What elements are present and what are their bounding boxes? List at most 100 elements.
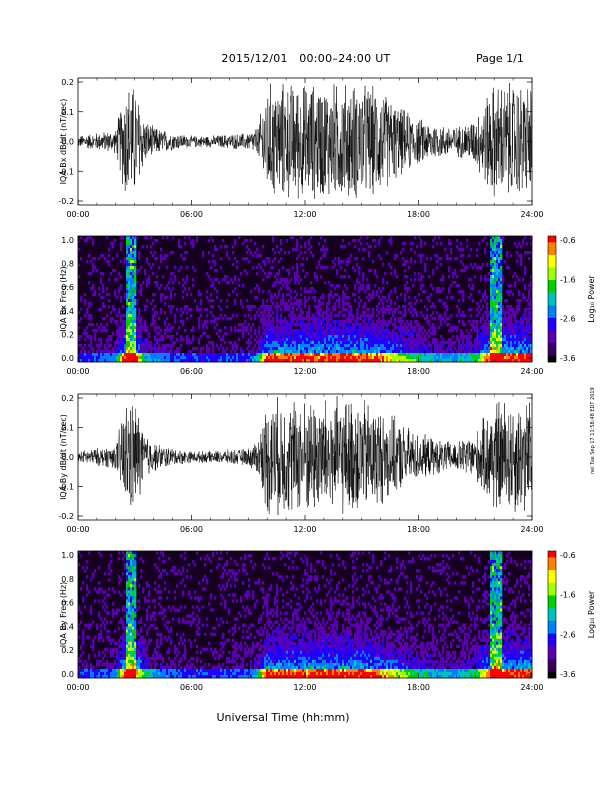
spectrogram-cell [498,305,501,309]
spectrogram-cell [320,302,323,306]
spectrogram-cell [420,347,423,351]
spectrogram-cell [134,359,137,363]
spectrogram-cell [314,332,317,336]
spectrogram-cell [530,329,533,333]
spectrogram-cell [224,353,227,357]
spectrogram-cell [514,347,517,351]
spectrogram-cell [444,353,447,357]
spectrogram-cell [454,257,457,261]
spectrogram-cell [398,353,401,357]
spectrogram-cell [260,335,263,339]
spectrogram-cell [276,302,279,306]
spectrogram-cell [352,323,355,327]
spectrogram-cell [154,356,157,360]
spectrogram-cell [138,584,141,588]
spectrogram-cell [78,674,81,679]
spectrogram-cell [492,341,495,345]
spectrogram-cell [430,326,433,330]
spectrogram-cell [116,665,119,670]
spectrogram-cell [500,338,503,342]
spectrogram-cell [512,341,515,345]
spectrogram-cell [342,356,345,360]
spectrogram-cell [154,353,157,357]
spectrogram-cell [124,566,127,570]
spectrogram-cell [394,359,397,363]
spectrogram-cell [372,353,375,357]
spectrogram-cell [128,299,131,303]
spectrogram-cell [418,356,421,360]
spectrogram-cell [140,575,143,579]
spectrogram-cell [92,356,95,360]
spectrogram-cell [338,302,341,306]
spectrogram-cell [128,638,131,643]
spectrogram-cell [478,305,481,309]
x-tick-label: 18:00 [407,367,430,376]
spectrogram-cell [526,341,529,345]
spectrogram-cell [320,329,323,333]
spectrogram-cell [338,260,341,264]
spectrogram-cell [116,338,119,342]
colorbar-cell [548,265,556,268]
spectrogram-cell [400,329,403,333]
spectrogram-cell [276,314,279,318]
spectrogram-cell [290,323,293,327]
spectrogram-cell [268,320,271,324]
spectrogram-cell [122,605,125,609]
spectrogram-cell [154,257,157,261]
spectrogram-cell [426,257,429,261]
spectrogram-cell [448,275,451,279]
spectrogram-cell [462,269,465,273]
spectrogram-cell [320,248,323,252]
spectrogram-cell [166,344,169,348]
spectrogram-cell [318,317,321,321]
spectrogram-cell [224,332,227,336]
spectrogram-cell [446,296,449,300]
spectrogram-cell [374,326,377,330]
spectrogram-cell [130,299,133,303]
spectrogram-cell [462,344,465,348]
spectrogram-cell [288,314,291,318]
y-tick-label: -0.2 [58,512,74,521]
spectrogram-cell [442,356,445,360]
spectrogram-cell [296,347,299,351]
spectrogram-cell [514,341,517,345]
spectrogram-cell [396,350,399,354]
spectrogram-cell [132,650,135,655]
spectrogram-cell [294,248,297,252]
spectrogram-cell [128,335,131,339]
spectrogram-cell [114,290,117,294]
spectrogram-cell [480,266,483,270]
spectrogram-cell [126,344,129,348]
spectrogram-cell [228,281,231,285]
spectrogram-cell [166,359,169,363]
spectrogram-cell [496,275,499,279]
spectrogram-cell [286,239,289,243]
spectrogram-cell [268,317,271,321]
spectrogram-cell [126,578,129,582]
spectrogram-cell [78,239,81,243]
spectrogram-cell [478,290,481,294]
spectrogram-cell [216,356,219,360]
spectrogram-cell [278,272,281,276]
spectrogram-cell [368,320,371,324]
spectrogram-cell [132,251,135,255]
spectrogram-cell [130,605,133,609]
spectrogram-cell [448,347,451,351]
spectrogram-cell [136,302,139,306]
spectrogram-cell [476,266,479,270]
spectrogram-cell [202,326,205,330]
spectrogram-cell [374,341,377,345]
spectrogram-cell [492,236,495,240]
spectrogram-cell [510,323,513,327]
colorbar-cell [548,296,556,300]
spectrogram-cell [490,254,493,258]
spectrogram-cell [82,635,85,639]
spectrogram-cell [394,326,397,330]
spectrogram-cell [142,341,145,345]
spectrogram-cell [492,335,495,339]
spectrogram-cell [364,305,367,309]
spectrogram-cell [376,338,379,342]
spectrogram-cell [294,302,297,306]
spectrogram-cell [146,299,149,303]
spectrogram-cell [272,317,275,321]
